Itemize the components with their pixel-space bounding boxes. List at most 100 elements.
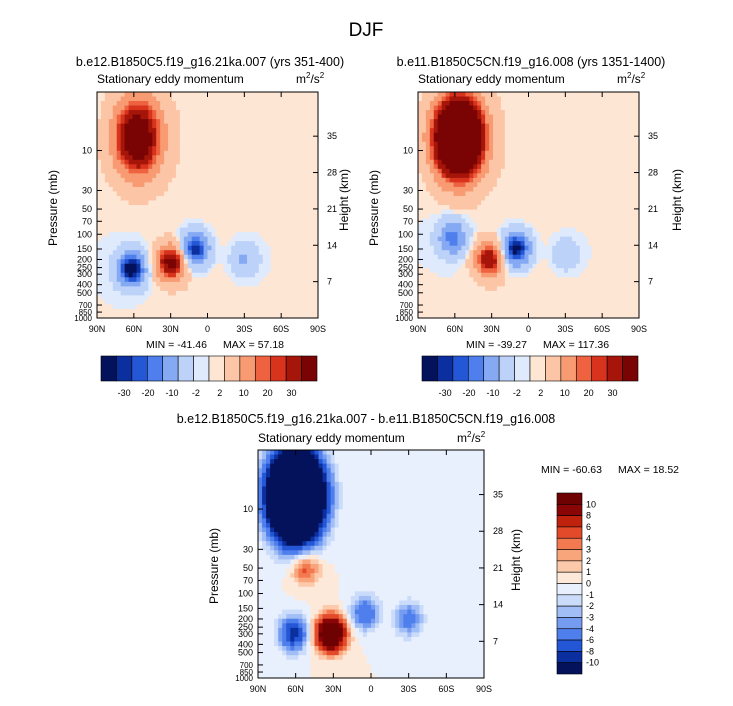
field-cell: [279, 155, 284, 160]
field-cell: [180, 97, 185, 102]
field-cell: [188, 133, 193, 138]
field-cell: [231, 124, 236, 129]
field-cell: [493, 173, 498, 178]
field-cell: [489, 228, 494, 233]
field-cell: [180, 223, 185, 228]
field-cell: [129, 232, 134, 237]
field-cell: [160, 196, 165, 201]
field-cell: [450, 137, 455, 142]
field-cell: [485, 178, 490, 183]
field-cell: [164, 268, 169, 273]
field-cell: [164, 106, 169, 111]
field-cell: [509, 160, 514, 165]
field-cell: [442, 92, 447, 97]
field-cell: [109, 173, 114, 178]
field-cell: [121, 214, 126, 219]
field-cell: [223, 173, 228, 178]
field-cell: [129, 119, 134, 124]
field-cell: [156, 295, 161, 300]
field-cell: [607, 241, 612, 246]
field-cell: [513, 255, 518, 260]
field-cell: [536, 237, 541, 242]
field-cell: [493, 200, 498, 205]
field-cell: [631, 164, 636, 169]
field-cell: [164, 110, 169, 115]
field-cell: [473, 196, 478, 201]
field-cell: [469, 146, 474, 151]
field-cell: [160, 182, 165, 187]
field-cell: [497, 219, 502, 224]
field-cell: [275, 232, 280, 237]
field-cell: [298, 142, 303, 147]
field-cell: [160, 232, 165, 237]
field-cell: [290, 119, 295, 124]
field-cell: [227, 196, 232, 201]
field-cell: [473, 115, 478, 120]
field-cell: [211, 164, 216, 169]
field-cell: [255, 110, 260, 115]
field-cell: [133, 228, 138, 233]
field-cell: [442, 137, 447, 142]
field-cell: [306, 128, 311, 133]
field-cell: [129, 250, 134, 255]
field-cell: [148, 173, 153, 178]
field-cell: [239, 151, 244, 156]
field-cell: [152, 106, 157, 111]
field-cell: [255, 200, 260, 205]
field-cell: [619, 106, 624, 111]
field-cell: [501, 124, 506, 129]
field-cell: [536, 232, 541, 237]
field-cell: [584, 151, 589, 156]
field-cell: [113, 309, 118, 314]
field-cell: [572, 173, 577, 178]
field-cell: [192, 246, 197, 251]
field-cell: [580, 110, 585, 115]
field-cell: [418, 191, 423, 196]
field-cell: [568, 164, 573, 169]
field-cell: [434, 210, 439, 215]
field-cell: [497, 146, 502, 151]
field-cell: [306, 268, 311, 273]
field-cell: [267, 223, 272, 228]
field-cell: [263, 268, 268, 273]
field-cell: [259, 264, 264, 269]
field-cell: [196, 182, 201, 187]
field-cell: [294, 191, 299, 196]
field-cell: [239, 191, 244, 196]
field-cell: [263, 92, 268, 97]
field-cell: [109, 101, 114, 106]
field-cell: [564, 101, 569, 106]
field-cell: [188, 286, 193, 291]
field-cell: [247, 219, 252, 224]
field-cell: [129, 110, 134, 115]
field-cell: [505, 205, 510, 210]
field-cell: [481, 155, 486, 160]
field-cell: [208, 291, 213, 296]
field-cell: [227, 169, 232, 174]
field-cell: [580, 210, 585, 215]
field-cell: [611, 128, 616, 133]
field-cell: [290, 178, 295, 183]
field-cell: [426, 246, 431, 251]
field-cell: [517, 246, 522, 251]
field-cell: [121, 268, 126, 273]
field-cell: [564, 133, 569, 138]
field-cell: [564, 106, 569, 111]
field-cell: [129, 214, 134, 219]
field-cell: [109, 124, 114, 129]
field-cell: [164, 124, 169, 129]
field-cell: [97, 200, 102, 205]
field-cell: [275, 128, 280, 133]
field-cell: [113, 223, 118, 228]
field-cell: [176, 178, 181, 183]
field-cell: [525, 133, 530, 138]
field-cell: [529, 191, 534, 196]
field-cell: [540, 155, 545, 160]
field-cell: [247, 264, 252, 269]
field-cell: [223, 264, 228, 269]
field-cell: [422, 97, 427, 102]
field-cell: [485, 219, 490, 224]
field-cell: [235, 182, 240, 187]
field-cell: [461, 205, 466, 210]
field-cell: [430, 246, 435, 251]
